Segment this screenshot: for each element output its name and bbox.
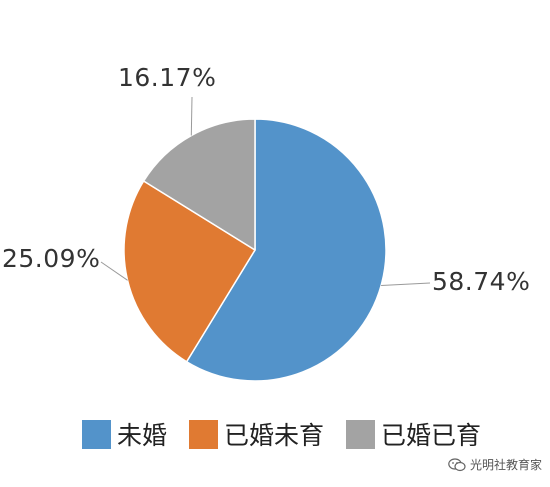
watermark-text: 光明社教育家	[469, 458, 542, 472]
legend-swatch-married-no-child	[189, 419, 219, 449]
watermark: 光明社教育家	[448, 456, 542, 473]
legend-item-married-no-child: 已婚未育	[189, 416, 324, 452]
leader-line-married-with-child	[190, 96, 193, 136]
slice-label-married-with-child: 16.17%	[118, 63, 217, 92]
legend-item-married-with-child: 已婚已育	[346, 416, 481, 452]
leader-line-unmarried	[381, 282, 431, 286]
pie-slice-unmarried	[185, 118, 387, 382]
legend-swatch-unmarried	[82, 419, 111, 449]
legend-label-unmarried: 未婚	[117, 421, 168, 450]
pie-slice-married-with-child	[142, 118, 256, 251]
legend-item-unmarried: 未婚	[82, 416, 167, 452]
legend-label-married-no-child: 已婚未育	[224, 421, 325, 450]
legend: 未婚 已婚未育 已婚已育	[82, 416, 481, 452]
leader-line-married-no-child	[100, 261, 128, 281]
slice-label-unmarried: 58.74%	[432, 267, 531, 296]
wechat-icon	[448, 457, 466, 471]
legend-swatch-married-with-child	[346, 419, 376, 449]
legend-label-married-with-child: 已婚已育	[381, 421, 482, 450]
slice-label-married-no-child: 25.09%	[2, 244, 101, 273]
